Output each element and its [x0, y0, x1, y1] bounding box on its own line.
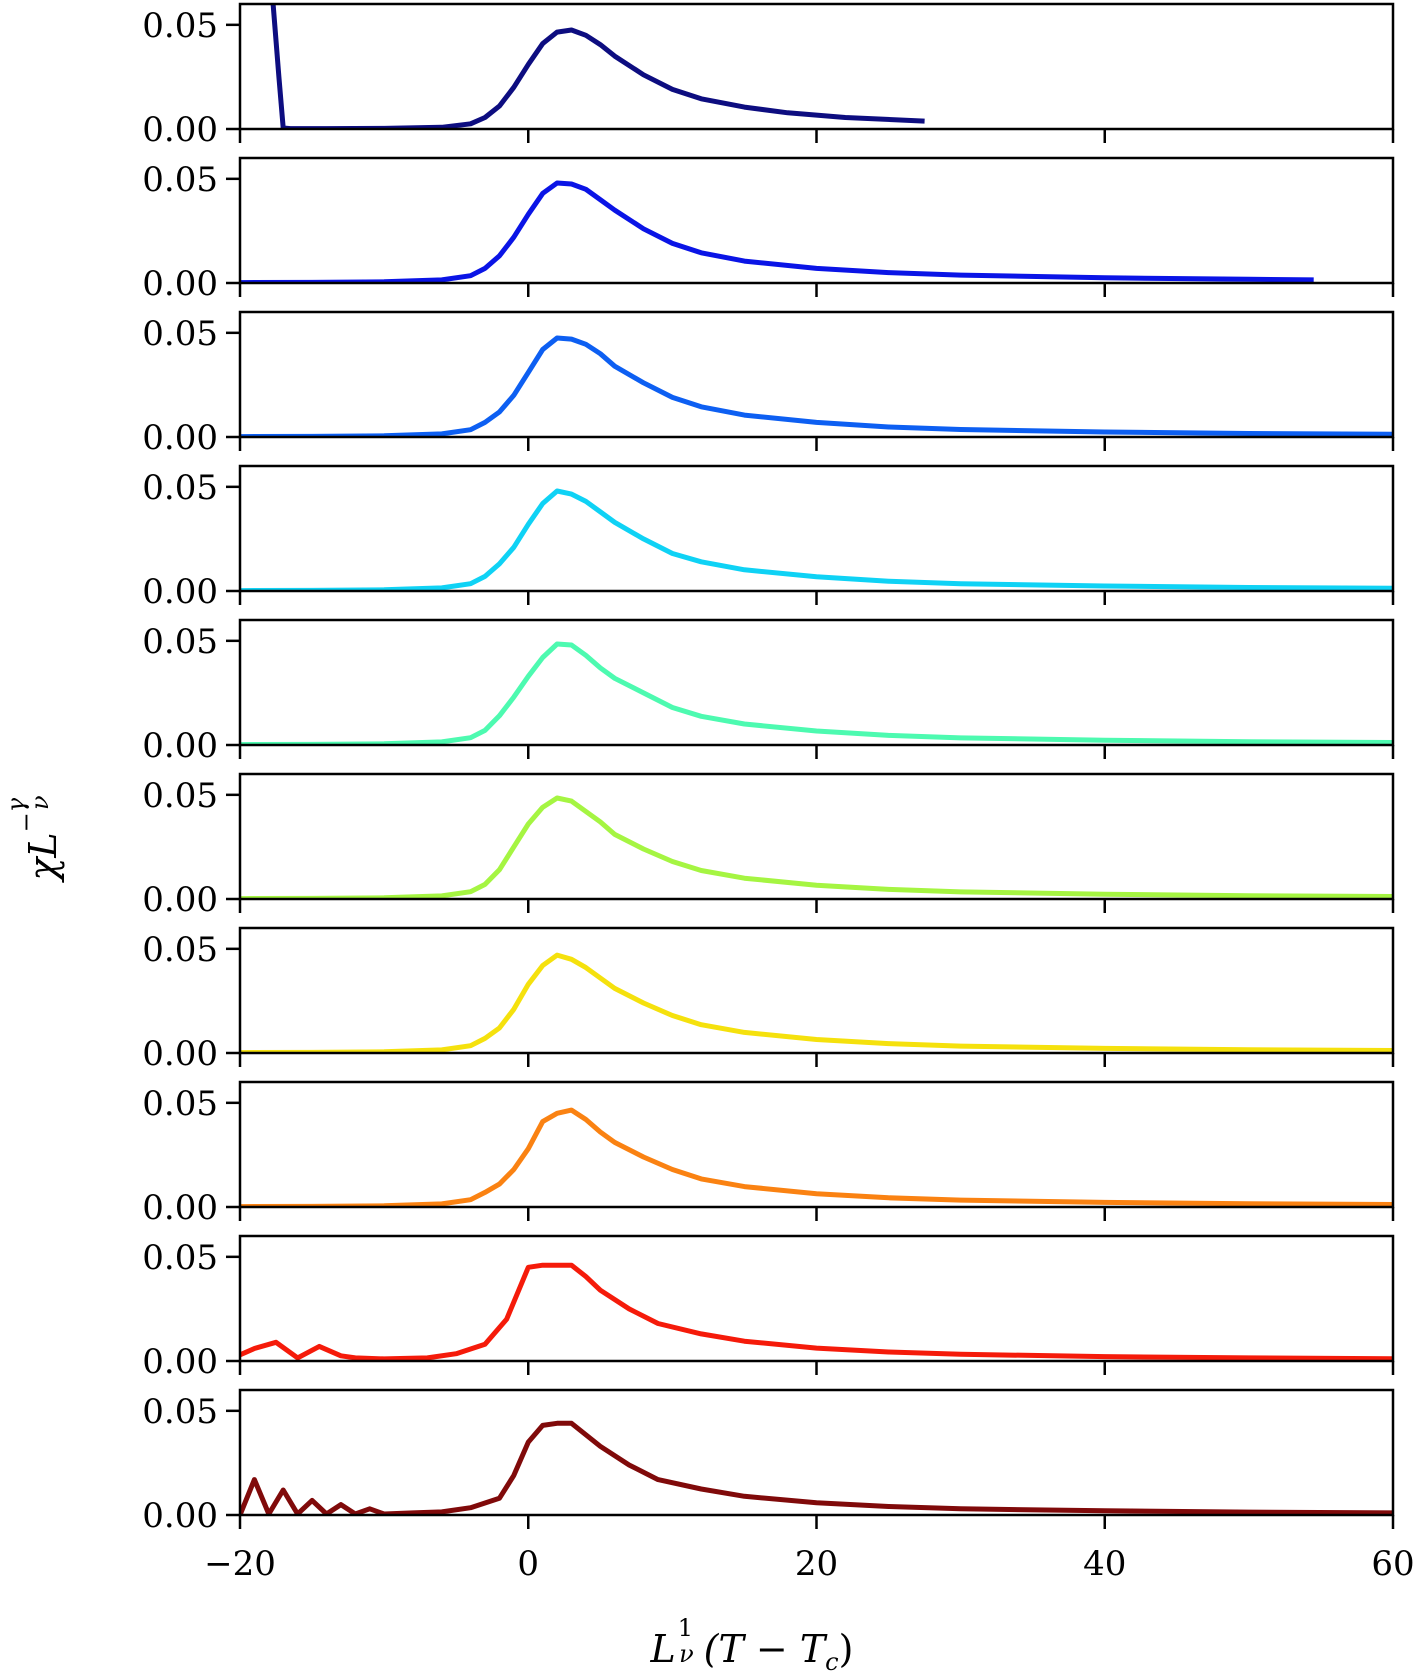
panel-3: 0.00 0.05 [142, 310, 1395, 458]
x-tick-label: 0 [517, 1544, 539, 1584]
y-tick-label: 0.00 [142, 1034, 218, 1074]
y-tick-label: 0.05 [142, 160, 218, 200]
y-tick-label: 0.00 [142, 110, 218, 150]
y-tick-label: 0.05 [142, 776, 218, 816]
y-tick-label: 0.05 [142, 314, 218, 354]
panel-10: 0.00 0.05 [142, 1388, 1395, 1536]
panel-frame [238, 772, 1395, 901]
series-line-8 [240, 1107, 1393, 1207]
y-tick-label: 0.05 [142, 1238, 218, 1278]
panel-7: 0.00 0.05 [142, 926, 1395, 1074]
y-tick-label: 0.05 [142, 468, 218, 508]
y-tick-label: 0.00 [142, 572, 218, 612]
x-tick-label: 20 [795, 1544, 838, 1584]
series-line-6 [240, 795, 1393, 899]
series-line-4 [240, 488, 1393, 591]
series-line-7 [240, 952, 1393, 1053]
y-tick-label: 0.00 [142, 1496, 218, 1536]
x-axis-label: L1 ν (T − Tc) [650, 1614, 854, 1676]
panel-4: 0.00 0.05 [142, 464, 1395, 612]
series-line-2 [240, 180, 1314, 283]
y-tick-label: 0.00 [142, 264, 218, 304]
panel-frame [238, 1080, 1395, 1209]
x-tick-labels: −20 0 20 40 60 [204, 1544, 1415, 1584]
x-tick-label: 40 [1083, 1544, 1126, 1584]
panel-frame [238, 2, 1395, 131]
panel-9: 0.00 0.05 [142, 1234, 1395, 1382]
series-line-10 [240, 1420, 1393, 1515]
panel-frame [238, 1388, 1395, 1517]
y-tick-label: 0.05 [142, 1084, 218, 1124]
series-line-9 [240, 1262, 1393, 1361]
panel-6: 0.00 0.05 [142, 772, 1395, 920]
panel-frame [238, 926, 1395, 1055]
panel-5: 0.00 0.05 [142, 618, 1395, 766]
panel-frame [238, 310, 1395, 439]
panel-8: 0.00 0.05 [142, 1080, 1395, 1228]
y-tick-label: 0.05 [142, 6, 218, 46]
y-tick-label: 0.00 [142, 1342, 218, 1382]
series-line-3 [240, 335, 1393, 437]
y-tick-label: 0.05 [142, 622, 218, 662]
svg-text:χL−γν: χL−γν [2, 795, 65, 883]
panel-frame [238, 156, 1395, 285]
y-tick-label: 0.00 [142, 1188, 218, 1228]
panel-2: 0.00 0.05 [142, 156, 1395, 304]
panel-frame [238, 618, 1395, 747]
panels: 0.00 0.05 0.00 0.05 0.00 0.05 0.00 0.05 0.00 0.05… [142, 2, 1395, 1536]
y-tick-label: 0.00 [142, 726, 218, 766]
series-line-5 [240, 641, 1393, 745]
series-line-1 [270, 4, 925, 129]
y-tick-label: 0.05 [142, 1392, 218, 1432]
panel-frame [238, 464, 1395, 593]
y-axis-label: χL−γν [2, 795, 65, 883]
y-tick-label: 0.00 [142, 880, 218, 920]
x-tick-label: 60 [1371, 1544, 1414, 1584]
panel-1: 0.00 0.05 [142, 2, 1395, 150]
x-tick-label: −20 [204, 1544, 276, 1584]
y-tick-label: 0.00 [142, 418, 218, 458]
y-tick-label: 0.05 [142, 930, 218, 970]
panel-frame [238, 1234, 1395, 1363]
